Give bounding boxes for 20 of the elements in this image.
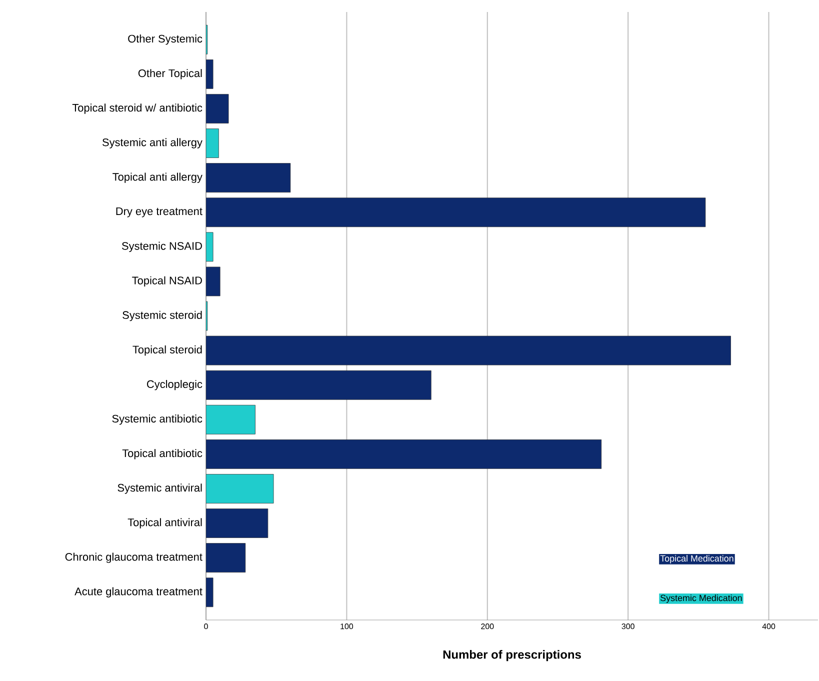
y-tick-label: Other Systemic	[128, 34, 202, 45]
y-tick-label: Systemic antiviral	[118, 484, 202, 494]
y-tick-label: Topical antiviral	[128, 518, 202, 528]
y-tick-label: Systemic antibiotic	[112, 414, 202, 425]
y-tick-label: Topical anti allergy	[112, 172, 202, 183]
y-tick-label: Topical steroid	[132, 345, 202, 356]
y-tick-label: Topical antibiotic	[122, 449, 202, 460]
y-tick-label: Topical steroid w/ antibiotic	[72, 104, 202, 114]
y-tick-label: Cycloplegic	[147, 380, 202, 390]
text: Topical Medication	[660, 555, 734, 564]
y-tick-label: Systemic anti allergy	[102, 138, 202, 148]
y-tick-label: Systemic steroid	[122, 310, 202, 322]
text: Systemic Medication	[660, 594, 742, 603]
y-tick-label: Other Topical	[138, 69, 202, 80]
y-tick-label: Dry eye treatment	[116, 207, 202, 218]
x-axis-title: Number of prescriptions	[443, 650, 581, 662]
y-tick-label: Systemic NSAID	[122, 242, 202, 252]
y-tick-label: Chronic glaucoma treatment	[65, 552, 202, 563]
y-tick-label: Topical NSAID	[132, 276, 202, 287]
y-tick-label: Acute glaucoma treatment	[74, 587, 202, 598]
